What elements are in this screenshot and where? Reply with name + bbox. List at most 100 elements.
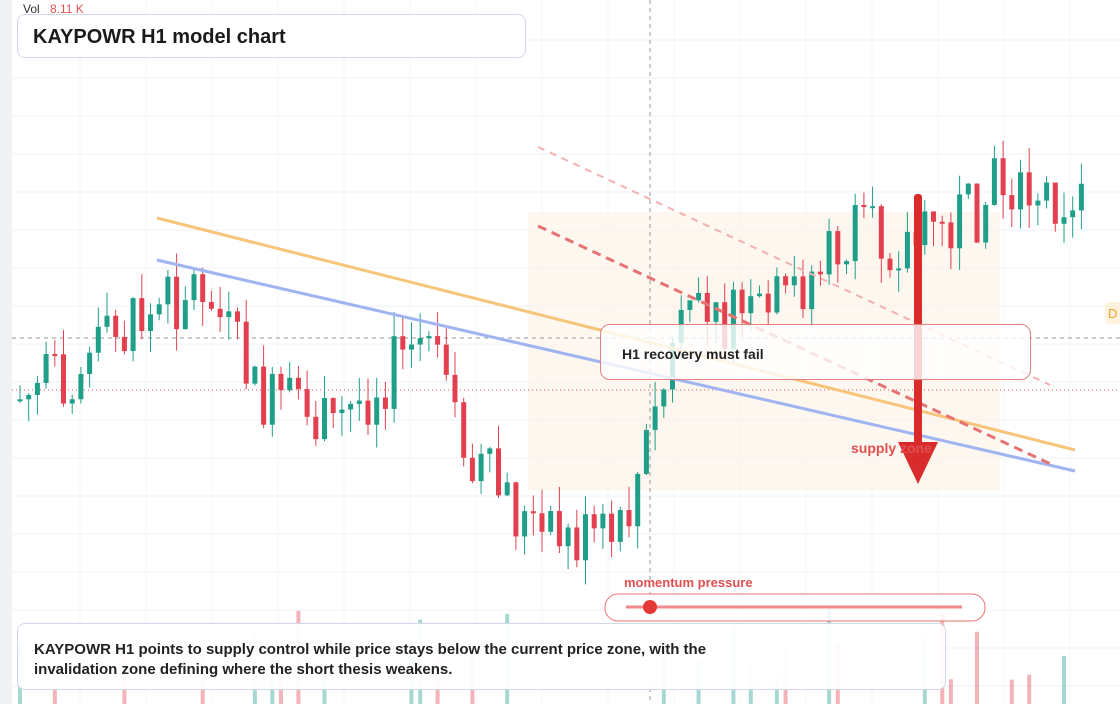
volume-bar <box>1009 679 1014 704</box>
zone-label: supply zone <box>851 440 932 456</box>
candle-body <box>844 261 849 265</box>
candle-body <box>95 326 101 353</box>
candle-body <box>322 398 327 440</box>
candle-body <box>965 183 971 195</box>
candle-body <box>426 336 432 339</box>
candle-body <box>513 482 519 537</box>
candle-body <box>243 321 249 384</box>
description-line: invalidation zone defining where the sho… <box>34 661 453 678</box>
candle-body <box>583 514 588 561</box>
description-line: KAYPOWR H1 points to supply control whil… <box>34 641 707 658</box>
candle-body <box>991 158 997 205</box>
candle-body <box>600 513 606 529</box>
candle-body <box>617 510 623 542</box>
candle-body <box>69 399 75 404</box>
candle-body <box>1070 210 1076 218</box>
candle-body <box>43 354 49 383</box>
candle-body <box>17 399 23 402</box>
candle-body <box>1035 200 1041 206</box>
edge-tag: D <box>1108 306 1117 321</box>
candle-body <box>487 448 493 454</box>
candle-body <box>826 231 832 275</box>
vol-value: 8.11 K <box>50 2 84 16</box>
candle-body <box>939 221 945 224</box>
candle-body <box>1026 172 1032 206</box>
vol-label: Vol <box>23 2 40 16</box>
candle-body <box>148 314 153 332</box>
candle-body <box>556 511 562 547</box>
title: KAYPOWR H1 model chart <box>33 26 286 48</box>
candle-body <box>1044 182 1050 201</box>
candle-body <box>156 304 162 315</box>
candle-body <box>461 402 467 458</box>
candle-body <box>269 373 275 425</box>
candle-body <box>887 258 893 271</box>
candle-body <box>922 211 928 246</box>
candle-body <box>191 274 197 301</box>
candle-body <box>1009 195 1015 210</box>
candle-body <box>1018 172 1023 210</box>
momentum-label: momentum pressure <box>624 575 753 590</box>
candle-body <box>774 276 780 313</box>
candle-body <box>217 308 223 318</box>
candle-body <box>235 311 240 322</box>
candle-body <box>687 300 693 310</box>
candle-body <box>1000 158 1006 196</box>
candle-body <box>800 276 806 310</box>
candle-body <box>435 336 441 345</box>
candle-body <box>852 205 858 262</box>
candle-body <box>417 338 423 345</box>
candle-body <box>635 473 641 527</box>
candle-body <box>974 183 980 243</box>
candle-body <box>52 354 58 357</box>
candle-body <box>113 315 119 337</box>
candle-body <box>104 315 110 327</box>
channel-line <box>537 224 1056 468</box>
candle-body <box>330 398 336 414</box>
candle-body <box>26 395 32 400</box>
candle-body <box>226 311 232 318</box>
candle-body <box>208 302 214 309</box>
volume-bar <box>948 679 953 704</box>
candle-body <box>348 403 354 410</box>
volume-bar <box>52 688 57 704</box>
candle-body <box>121 336 127 352</box>
candle-body <box>757 293 762 297</box>
candle-body <box>783 276 789 286</box>
volume-bar <box>975 631 979 704</box>
arrow-head <box>898 442 938 484</box>
candle-body <box>791 276 797 286</box>
candle-body <box>339 409 345 414</box>
volume-bar <box>1027 674 1032 704</box>
candle-body <box>730 289 736 349</box>
callout-text: H1 recovery must fail <box>622 346 764 362</box>
candle-body <box>530 511 536 514</box>
candle-body <box>443 344 449 375</box>
candle-body <box>400 336 406 350</box>
candle-body <box>539 513 545 532</box>
candle-body <box>130 298 136 352</box>
arrow-shaft <box>914 194 922 444</box>
description-box: KAYPOWR H1 points to supply control whil… <box>17 623 946 690</box>
candle-body <box>896 268 902 271</box>
candle-body <box>904 231 910 269</box>
candle-body <box>313 416 319 440</box>
candle-body <box>591 514 597 529</box>
volume-bar <box>1062 656 1066 704</box>
candle-body <box>374 397 380 425</box>
candle-body <box>1061 217 1067 224</box>
candle-body <box>139 298 145 332</box>
candle-body <box>452 374 458 403</box>
candle-body <box>957 194 963 249</box>
candle-body <box>78 373 84 400</box>
candle-body <box>574 527 580 561</box>
candle-body <box>609 513 615 542</box>
candle-body <box>696 292 702 301</box>
candle-body <box>643 429 649 474</box>
candle-body <box>565 527 571 547</box>
candle-body <box>748 296 754 314</box>
description: KAYPOWR H1 points to supply control whil… <box>34 640 706 680</box>
candle-body <box>835 231 841 265</box>
candle-body <box>87 352 93 374</box>
